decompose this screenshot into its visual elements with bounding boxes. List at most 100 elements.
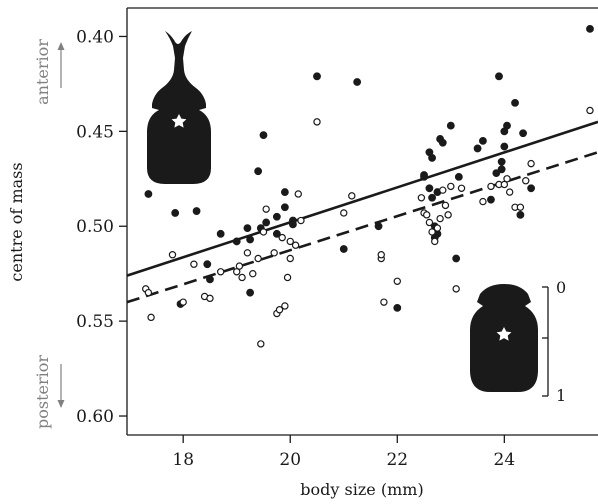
hornless-beetle-silhouette-icon	[470, 284, 538, 392]
open-data-point	[190, 260, 198, 268]
open-data-point	[431, 237, 439, 246]
open-data-point	[144, 288, 153, 297]
open-data-point	[527, 159, 535, 168]
regression-line-open	[126, 150, 598, 304]
posterior-label: posterior	[33, 355, 52, 429]
y-tick-label: 0.60	[76, 407, 114, 427]
open-data-point	[436, 214, 444, 223]
open-data-point	[444, 211, 452, 219]
anterior-label: anterior	[33, 39, 52, 105]
open-data-point	[286, 237, 294, 246]
open-data-point	[500, 180, 509, 189]
x-tick-label: 18	[172, 450, 194, 470]
open-data-point	[505, 188, 514, 196]
filled-data-point	[452, 254, 461, 263]
open-data-point	[297, 216, 305, 225]
filled-data-point	[353, 78, 362, 86]
filled-data-point	[497, 157, 506, 166]
open-data-point	[377, 251, 385, 259]
posterior-arrow-icon	[57, 364, 65, 408]
open-data-point	[262, 205, 270, 213]
open-data-point	[238, 273, 246, 282]
filled-data-point	[503, 121, 511, 130]
filled-data-point	[254, 167, 263, 176]
open-data-point	[259, 228, 268, 236]
open-data-point	[275, 306, 284, 314]
filled-data-point	[516, 210, 525, 219]
filled-data-point	[259, 131, 268, 140]
open-data-point	[439, 186, 447, 194]
open-data-point	[283, 273, 292, 282]
open-data-point	[257, 340, 265, 348]
open-data-point	[249, 269, 257, 278]
open-data-point	[179, 298, 187, 306]
filled-data-point	[527, 184, 535, 193]
open-data-point	[479, 197, 487, 206]
filled-data-point	[280, 203, 289, 212]
filled-data-point	[492, 169, 501, 178]
open-data-point	[278, 233, 286, 242]
open-data-point	[433, 224, 442, 232]
y-tick-label: 0.45	[76, 122, 114, 142]
open-data-point	[452, 285, 460, 293]
filled-data-point	[428, 154, 436, 162]
filled-data-point	[511, 98, 519, 107]
filled-data-point	[171, 209, 180, 217]
open-data-point	[428, 228, 436, 236]
open-data-point	[586, 106, 594, 115]
open-data-point	[168, 251, 177, 259]
open-data-point	[281, 302, 289, 310]
filled-data-point	[232, 237, 241, 246]
scale-bottom-label: 1	[556, 386, 566, 405]
filled-data-point	[313, 72, 321, 81]
x-tick-label: 20	[279, 450, 301, 470]
filled-data-point	[272, 229, 281, 238]
filled-data-point	[246, 235, 255, 244]
open-data-point	[516, 203, 525, 211]
filled-data-point	[246, 288, 255, 297]
data-points	[142, 24, 594, 348]
open-data-point	[216, 268, 225, 276]
filled-data-point	[479, 136, 487, 145]
open-data-point	[417, 194, 426, 202]
filled-data-point	[206, 275, 214, 284]
open-data-point	[447, 182, 455, 191]
filled-data-point	[425, 184, 434, 193]
filled-data-point	[272, 212, 281, 221]
x-axis-title: body size (mm)	[300, 480, 423, 499]
filled-data-point	[393, 303, 402, 312]
open-data-point	[294, 190, 302, 198]
filled-data-point	[374, 222, 383, 231]
open-data-point	[425, 218, 434, 227]
filled-data-point	[500, 142, 509, 151]
open-data-point	[233, 268, 241, 276]
filled-data-point	[438, 138, 447, 147]
filled-data-point	[487, 195, 495, 204]
x-axis-ticks: 18 20 22 24	[172, 435, 515, 470]
filled-data-point	[262, 218, 271, 227]
open-data-point	[503, 175, 511, 183]
filled-data-point	[473, 144, 482, 153]
filled-data-point	[420, 173, 428, 181]
filled-data-point	[280, 188, 289, 196]
open-data-point	[286, 254, 294, 263]
open-data-point	[348, 192, 356, 200]
open-data-point	[393, 277, 401, 285]
open-data-point	[206, 294, 214, 303]
open-data-point	[254, 254, 262, 263]
filled-data-point	[497, 165, 506, 174]
x-tick-label: 24	[494, 450, 516, 470]
open-data-point	[457, 184, 466, 192]
filled-data-point	[144, 190, 153, 198]
filled-data-point	[203, 260, 212, 269]
y-tick-label: 0.40	[76, 27, 114, 47]
open-data-point	[522, 176, 530, 185]
filled-data-point	[586, 24, 594, 33]
open-data-point	[487, 182, 495, 191]
filled-data-point	[495, 72, 503, 81]
y-tick-label: 0.55	[76, 312, 114, 332]
regression-line-filled	[126, 120, 598, 277]
horned-beetle-silhouette-icon	[147, 31, 211, 184]
length-scale-bar	[542, 286, 549, 397]
